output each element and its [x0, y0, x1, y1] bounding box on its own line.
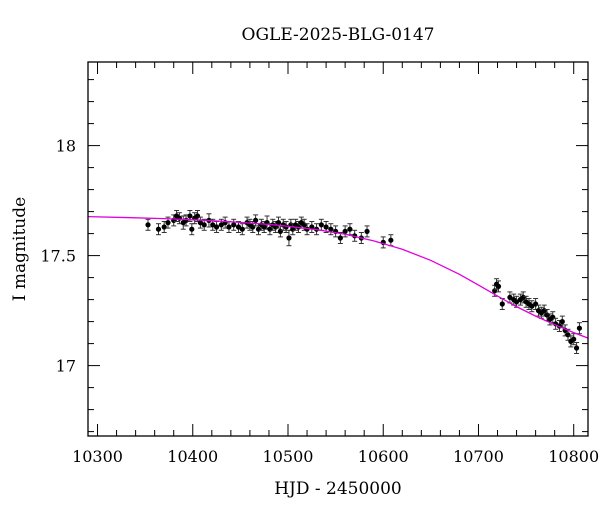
data-point — [499, 301, 505, 307]
data-point — [250, 224, 256, 230]
data-point — [283, 224, 289, 230]
data-point — [550, 314, 556, 320]
data-point — [253, 217, 259, 223]
data-point — [342, 228, 348, 234]
data-point — [226, 224, 232, 230]
y-tick-label: 18 — [56, 137, 76, 156]
data-point — [328, 226, 334, 232]
x-axis-label: HJD - 2450000 — [274, 479, 402, 499]
data-point — [576, 325, 583, 331]
data-point — [187, 213, 193, 219]
y-axis-label: I magnitude — [10, 197, 30, 301]
data-point — [231, 222, 237, 228]
data-point — [277, 228, 283, 234]
data-point — [337, 235, 343, 241]
data-point — [286, 235, 292, 241]
data-point — [571, 336, 577, 342]
data-point — [235, 224, 242, 230]
plot-frame — [87, 61, 589, 437]
data-point — [155, 226, 162, 232]
data-point — [145, 222, 151, 228]
data-point — [388, 237, 394, 243]
data-point — [573, 345, 580, 351]
data-point — [364, 228, 370, 234]
data-point — [201, 222, 207, 228]
data-point — [165, 220, 171, 226]
data-point — [513, 299, 520, 305]
data-point — [255, 226, 262, 232]
data-point — [529, 303, 535, 309]
data-point — [183, 217, 189, 223]
data-point — [275, 220, 282, 226]
data-point — [189, 226, 195, 232]
data-point — [347, 226, 353, 232]
tick-labels: 10300 10400 10500 10600 10700 10800 17 17.5 18 — [40, 137, 599, 466]
data-point — [161, 224, 167, 230]
x-tick-label: 10700 — [453, 447, 504, 466]
data-point — [323, 224, 329, 230]
data-point — [210, 222, 216, 228]
axis-ticks — [88, 62, 588, 436]
data-point — [541, 308, 547, 314]
data-point — [559, 319, 565, 325]
y-tick-label: 17.5 — [40, 247, 76, 266]
data-point — [267, 226, 273, 232]
data-point — [533, 301, 539, 307]
data-point — [565, 332, 571, 338]
x-tick-label: 10500 — [263, 447, 314, 466]
x-tick-label: 10800 — [548, 447, 599, 466]
data-point — [544, 312, 550, 318]
x-tick-label: 10300 — [72, 447, 123, 466]
data-point — [218, 222, 224, 228]
data-point — [495, 283, 502, 289]
chart-title: OGLE-2025-BLG-0147 — [242, 25, 435, 45]
data-point — [213, 224, 220, 230]
data-point — [261, 224, 267, 230]
data-point — [507, 294, 513, 300]
y-tick-label: 17 — [56, 357, 76, 376]
data-point — [318, 222, 324, 228]
data-point — [197, 220, 203, 226]
x-tick-label: 10400 — [167, 447, 218, 466]
data-point — [301, 222, 307, 228]
data-point — [194, 213, 201, 219]
data-point — [239, 226, 245, 232]
data-point — [520, 294, 526, 300]
x-tick-label: 10600 — [358, 447, 409, 466]
plot-area — [88, 210, 588, 354]
model-curve — [88, 216, 588, 339]
